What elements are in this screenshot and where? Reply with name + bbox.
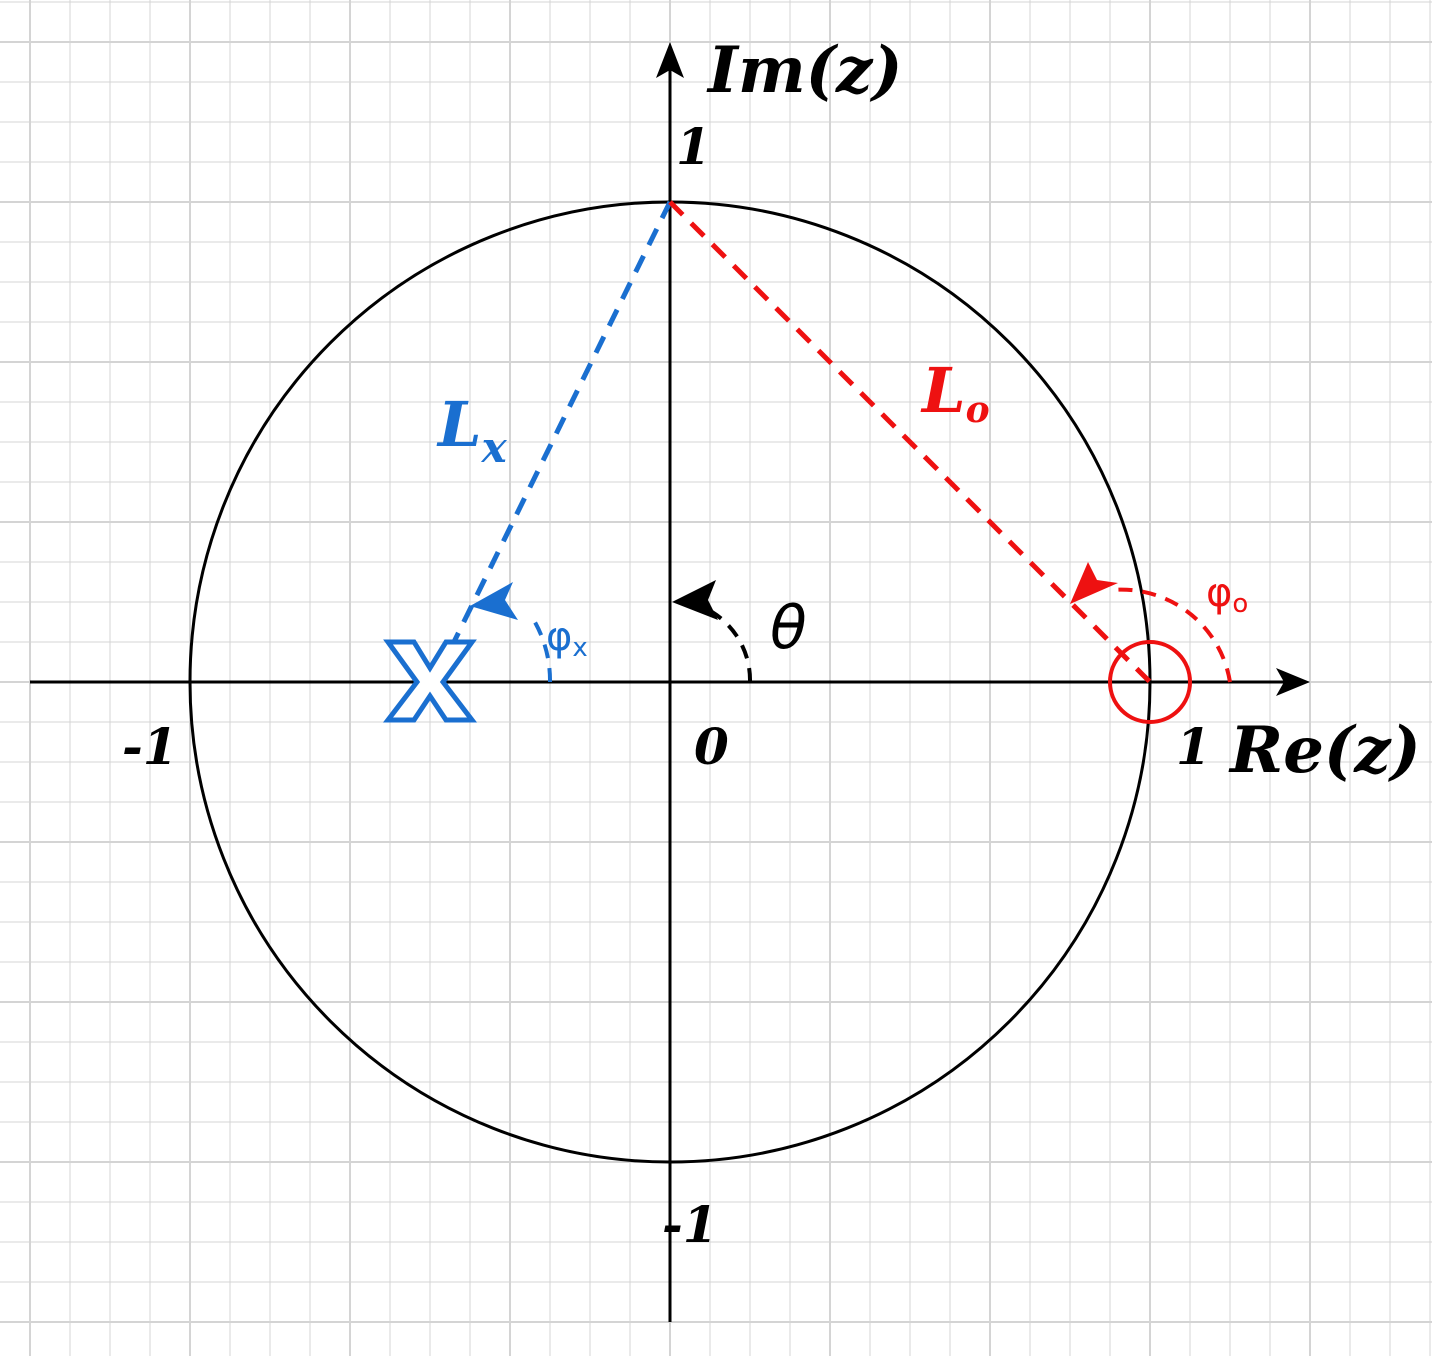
lx-label: Lx xyxy=(436,388,508,472)
cross-pole-icon xyxy=(382,639,478,723)
vector-lo xyxy=(668,200,1152,684)
svg-text:Lo: Lo xyxy=(920,354,990,431)
tick-label-im-neg: -1 xyxy=(662,1195,718,1254)
imag-axis-arrow-icon xyxy=(656,42,684,78)
phi-o-subscript: o xyxy=(1232,589,1248,619)
imag-axis xyxy=(656,42,684,1322)
theta-label: θ xyxy=(770,593,807,663)
lx-main: L xyxy=(436,388,482,461)
circle-zero-icon xyxy=(1108,640,1192,724)
tick-label-re-neg: -1 xyxy=(122,717,178,776)
phi-x-subscript: x xyxy=(572,633,587,663)
tick-label-im-pos: 1 xyxy=(676,117,711,176)
vector-lx xyxy=(447,200,673,652)
svg-text:Lx: Lx xyxy=(436,388,508,472)
theta-arc xyxy=(672,580,753,683)
lx-subscript: x xyxy=(481,423,508,472)
lo-main: L xyxy=(920,354,966,427)
origin-label: 0 xyxy=(694,717,729,776)
phi-o-label: φo xyxy=(1206,570,1248,619)
real-axis-arrow-icon xyxy=(1276,668,1310,696)
lo-arrowhead-icon xyxy=(1070,562,1118,604)
real-axis xyxy=(30,668,1310,696)
lo-subscript: o xyxy=(966,389,990,431)
imag-axis-label: Im(z) xyxy=(706,33,903,108)
real-axis-label: Re(z) xyxy=(1228,713,1421,788)
phi-x-label: φx xyxy=(546,614,588,663)
tick-label-re-pos: 1 xyxy=(1176,717,1211,776)
theta-arrowhead-icon xyxy=(672,580,718,620)
svg-text:φx: φx xyxy=(546,614,588,663)
lo-label: Lo xyxy=(920,354,990,431)
phi-o-arc xyxy=(1111,587,1232,683)
phi-o-symbol: φ xyxy=(1206,570,1232,616)
phi-x-arc xyxy=(528,612,553,683)
lx-arrowhead-icon xyxy=(470,582,518,620)
phi-x-symbol: φ xyxy=(546,614,572,660)
svg-text:φo: φo xyxy=(1206,570,1248,619)
